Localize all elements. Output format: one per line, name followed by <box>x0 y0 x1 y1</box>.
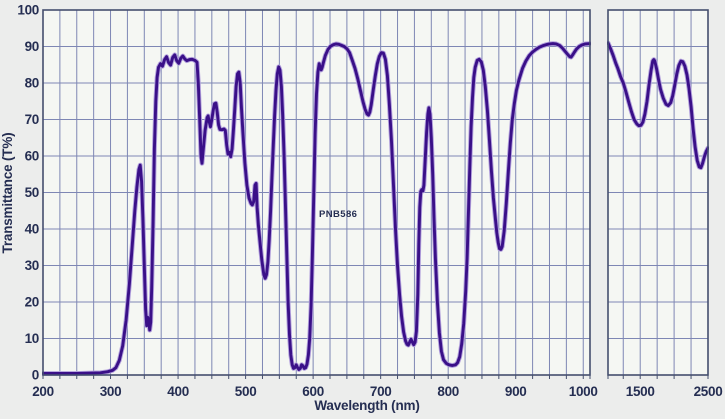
x-tick-label: 800 <box>437 384 459 399</box>
series-label: PNB586 <box>319 209 357 220</box>
x-tick-label: 500 <box>235 384 257 399</box>
y-tick-label: 10 <box>25 331 39 346</box>
y-tick-label: 40 <box>25 222 39 237</box>
x-tick-label: 1000 <box>569 384 598 399</box>
x-tick-label: 400 <box>167 384 189 399</box>
x-tick-label: 600 <box>302 384 324 399</box>
x-tick-label: 200 <box>32 384 54 399</box>
y-tick-label: 30 <box>25 258 39 273</box>
x-tick-label: 1500 <box>626 384 655 399</box>
axis-ticks <box>42 375 709 379</box>
plot-border <box>42 9 591 376</box>
x-tick-label: 300 <box>100 384 122 399</box>
plot-borders <box>42 9 709 376</box>
y-tick-label: 60 <box>25 149 39 164</box>
y-tick-label: 90 <box>25 39 39 54</box>
plot-border <box>607 9 709 376</box>
x-tick-label: 2500 <box>694 384 723 399</box>
x-tick-label: 700 <box>370 384 392 399</box>
y-tick-label: 70 <box>25 112 39 127</box>
x-axis-title: Wavelength (nm) <box>314 398 419 413</box>
curves <box>42 40 709 376</box>
transmittance-curve <box>607 41 709 170</box>
tick-labels: 200 300 400 500 600 700 800 900 1000 1500 2500 0 10 2… <box>17 3 722 400</box>
y-tick-label: 20 <box>25 295 39 310</box>
y-tick-label: 100 <box>17 3 39 18</box>
y-tick-label: 0 <box>32 368 39 383</box>
x-tick-label: 900 <box>505 384 527 399</box>
y-tick-label: 80 <box>25 76 39 91</box>
y-axis-title: Transmittance (T%) <box>0 133 15 254</box>
transmittance-curve <box>42 42 591 375</box>
grid-lines <box>43 10 708 375</box>
y-tick-label: 50 <box>25 185 39 200</box>
